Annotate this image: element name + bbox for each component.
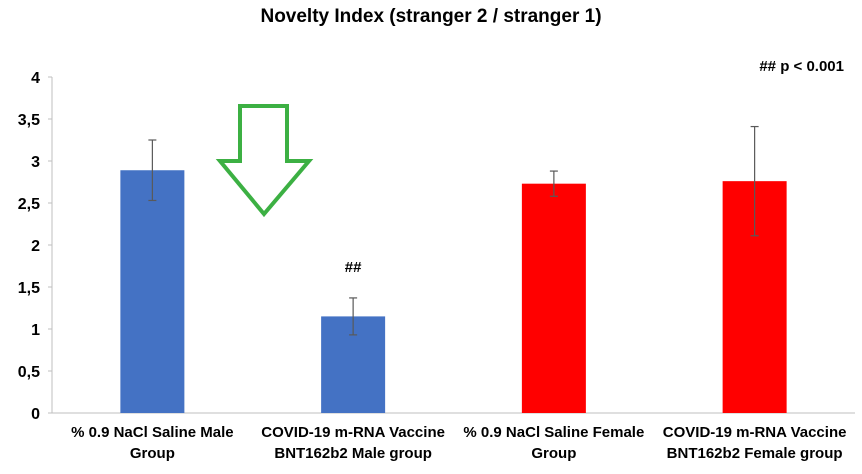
significance-note: ## p < 0.001 [759,58,844,75]
category-label: Group [531,445,576,462]
category-label: Group [130,445,175,462]
category-label: BNT162b2 Male group [274,445,432,462]
category-label: % 0.9 NaCl Saline Male [71,424,234,441]
y-tick-label: 2,5 [18,196,40,213]
bar [521,183,586,413]
y-tick-label: 1 [31,322,40,339]
category-label: COVID-19 m-RNA Vaccine [663,424,847,441]
down-arrow-icon [215,104,314,218]
y-tick-label: 4 [31,70,40,87]
y-tick-label: 0,5 [18,364,40,381]
y-axis: 0 0,5 1 1,5 2 2,5 3 3,5 4 [18,70,53,423]
category-label: BNT162b2 Female group [667,445,843,462]
bar [120,170,185,413]
y-tick-label: 0 [31,406,40,423]
y-tick-label: 2 [31,238,40,255]
chart-title: Novelty Index (stranger 2 / stranger 1) [260,6,602,27]
y-tick-label: 3,5 [18,112,40,129]
category-label: % 0.9 NaCl Saline Female [463,424,644,441]
bars [120,170,787,413]
category-label: COVID-19 m-RNA Vaccine [261,424,445,441]
y-tick-label: 1,5 [18,280,40,297]
error-bars [148,125,759,336]
y-tick-label: 3 [31,154,40,171]
bar-annotation: ## [345,259,362,276]
category-labels: % 0.9 NaCl Saline Male Group ## COVID-19 m-… [71,259,846,462]
